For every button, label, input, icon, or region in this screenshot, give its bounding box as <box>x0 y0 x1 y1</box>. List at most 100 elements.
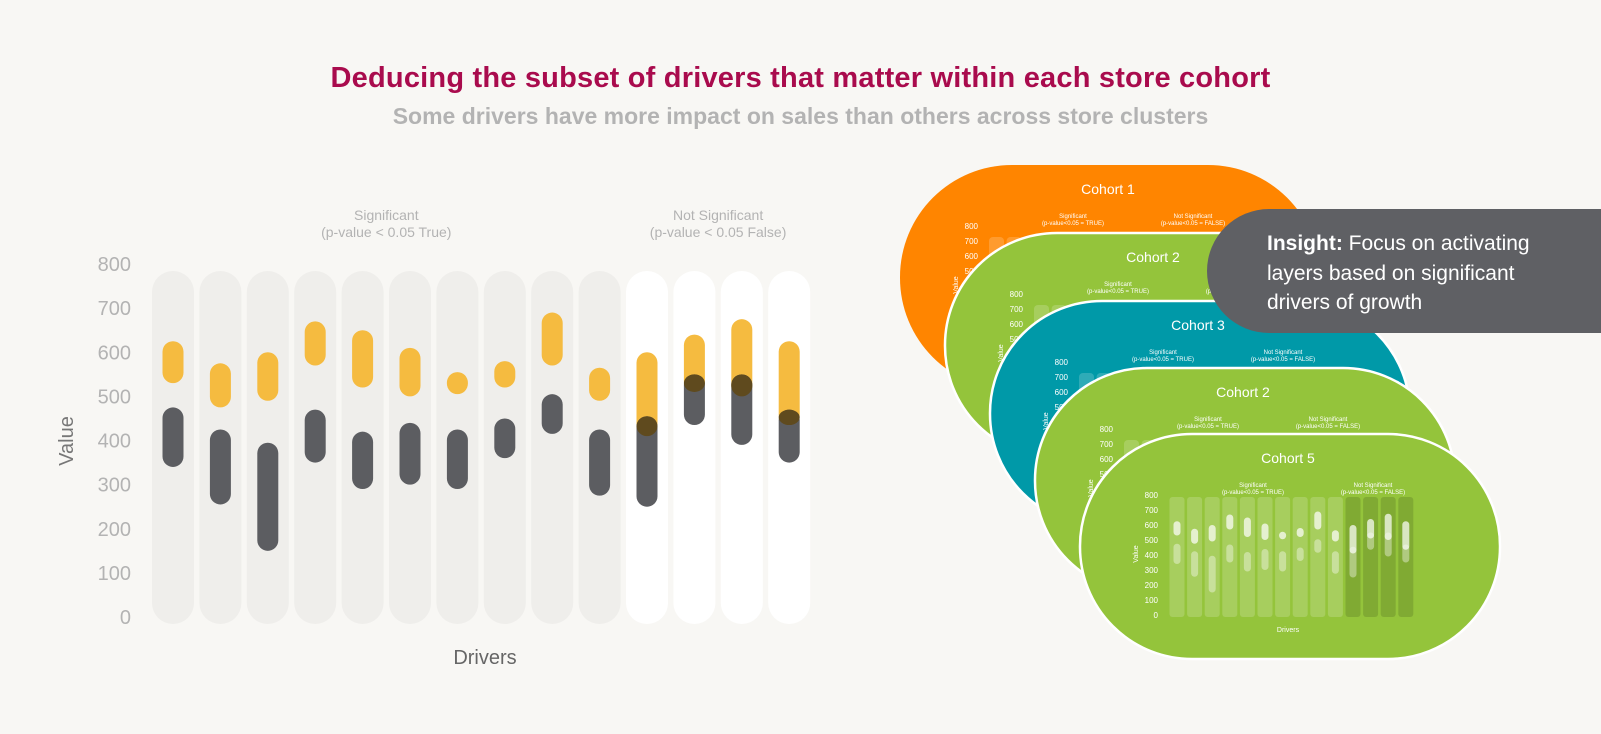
driver-4-dark-range <box>304 409 326 463</box>
driver-3-dark-range <box>257 442 279 551</box>
mini-yellow-4 <box>1226 514 1234 530</box>
driver-6-dark-range <box>399 422 421 485</box>
mini-track-10 <box>1327 497 1343 617</box>
driver-9-yellow-range <box>541 312 563 366</box>
y-tick-300: 300 <box>98 475 131 497</box>
group-label-1: Not Significant <box>673 207 763 223</box>
mini-sig-label: Significant <box>1104 282 1132 288</box>
mini-y-tick-300: 300 <box>1145 566 1159 575</box>
cohort-title: Cohort 5 <box>1261 450 1315 466</box>
mini-sig-label: Significant <box>1059 214 1087 220</box>
mini-track-7 <box>1275 497 1291 617</box>
driver-track-12 <box>673 271 716 624</box>
mini-notsig-sublabel: (p-value<0.05 = FALSE) <box>1161 221 1225 227</box>
mini-yellow-6 <box>1261 523 1269 540</box>
mini-dark-4 <box>1226 544 1234 563</box>
mini-sig-label: Significant <box>1149 350 1177 356</box>
mini-yellow-2 <box>1191 528 1199 544</box>
page-subtitle: Some drivers have more impact on sales t… <box>392 103 1209 129</box>
mini-sig-sublabel: (p-value<0.05 = TRUE) <box>1042 221 1104 227</box>
driver-11-overlap <box>636 416 658 437</box>
mini-dark-13 <box>1384 532 1392 557</box>
mini-notsig-sublabel: (p-value<0.05 = FALSE) <box>1296 424 1360 430</box>
mini-track-6 <box>1257 497 1273 617</box>
mini-y-tick-800: 800 <box>1100 425 1114 434</box>
mini-track-2 <box>1187 497 1203 617</box>
mini-dark-11 <box>1349 546 1357 578</box>
mini-track-5 <box>1239 497 1255 617</box>
driver-3-yellow-range <box>257 352 279 401</box>
mini-y-label: Value <box>953 276 960 293</box>
mini-y-tick-0: 0 <box>1154 611 1159 620</box>
driver-14-overlap <box>778 409 800 426</box>
cohort-title: Cohort 2 <box>1126 249 1180 265</box>
mini-track-4 <box>1222 497 1238 617</box>
mini-yellow-11 <box>1349 525 1357 554</box>
mini-yellow-5 <box>1243 517 1251 537</box>
mini-notsig-label: Not Significant <box>1354 483 1393 489</box>
mini-y-tick-600: 600 <box>965 252 979 261</box>
mini-track-1 <box>1169 497 1185 617</box>
mini-sig-sublabel: (p-value<0.05 = TRUE) <box>1222 490 1284 496</box>
mini-y-tick-600: 600 <box>1055 388 1069 397</box>
mini-yellow-8 <box>1296 528 1304 537</box>
driver-9-dark-range <box>541 394 563 434</box>
driver-2-dark-range <box>209 429 231 505</box>
mini-sig-sublabel: (p-value<0.05 = TRUE) <box>1177 424 1239 430</box>
mini-yellow-14 <box>1402 521 1410 550</box>
driver-4-yellow-range <box>304 321 326 366</box>
mini-yellow-3 <box>1208 525 1216 542</box>
y-tick-600: 600 <box>98 342 131 364</box>
mini-dark-14 <box>1402 544 1410 563</box>
driver-1-dark-range <box>162 407 184 467</box>
driver-7-yellow-range <box>446 372 468 395</box>
cohort-title: Cohort 3 <box>1171 317 1225 333</box>
driver-5-dark-range <box>352 431 374 490</box>
mini-y-label: Value <box>1043 412 1050 429</box>
mini-notsig-sublabel: (p-value<0.05 = FALSE) <box>1341 490 1405 496</box>
mini-sig-label: Significant <box>1194 417 1222 423</box>
cohort-title: Cohort 1 <box>1081 181 1135 197</box>
driver-12-overlap <box>683 374 705 392</box>
mini-notsig-label: Not Significant <box>1174 214 1213 220</box>
mini-y-tick-800: 800 <box>1145 491 1159 500</box>
mini-y-tick-700: 700 <box>965 237 979 246</box>
driver-10-dark-range <box>589 429 611 496</box>
mini-y-label: Value <box>1133 545 1140 562</box>
insight-callout: Insight: Focus on activating layers base… <box>1207 209 1601 333</box>
mini-dark-9 <box>1314 539 1322 553</box>
insight-label: Insight: <box>1267 232 1343 255</box>
mini-track-8 <box>1292 497 1308 617</box>
mini-yellow-7 <box>1279 531 1287 540</box>
mini-sig-label: Significant <box>1239 483 1267 489</box>
group-label-0: Significant <box>354 207 419 223</box>
mini-dark-8 <box>1296 547 1304 561</box>
mini-y-tick-600: 600 <box>1100 455 1114 464</box>
mini-y-tick-700: 700 <box>1055 373 1069 382</box>
mini-y-tick-600: 600 <box>1145 521 1159 530</box>
mini-y-tick-600: 600 <box>1010 320 1024 329</box>
y-tick-100: 100 <box>98 563 131 585</box>
y-tick-0: 0 <box>120 607 131 629</box>
mini-track-9 <box>1310 497 1326 617</box>
cohort-card-bg <box>1078 432 1502 661</box>
driver-10-yellow-range <box>589 367 611 401</box>
x-axis-label: Drivers <box>453 647 516 669</box>
driver-8-yellow-range <box>494 361 516 388</box>
mini-y-tick-800: 800 <box>965 222 979 231</box>
mini-y-tick-200: 200 <box>1145 581 1159 590</box>
mini-dark-2 <box>1191 551 1199 577</box>
mini-y-tick-500: 500 <box>1145 536 1159 545</box>
mini-yellow-9 <box>1314 511 1322 530</box>
mini-yellow-10 <box>1331 530 1339 542</box>
y-tick-200: 200 <box>98 519 131 541</box>
mini-track-12 <box>1363 497 1379 617</box>
mini-yellow-13 <box>1384 513 1392 540</box>
mini-yellow-1 <box>1173 521 1181 536</box>
mini-y-label: Value <box>998 344 1005 361</box>
driver-6-yellow-range <box>399 347 421 397</box>
mini-dark-1 <box>1173 543 1181 564</box>
y-axis-label: Value <box>56 416 78 466</box>
mini-y-tick-700: 700 <box>1100 440 1114 449</box>
